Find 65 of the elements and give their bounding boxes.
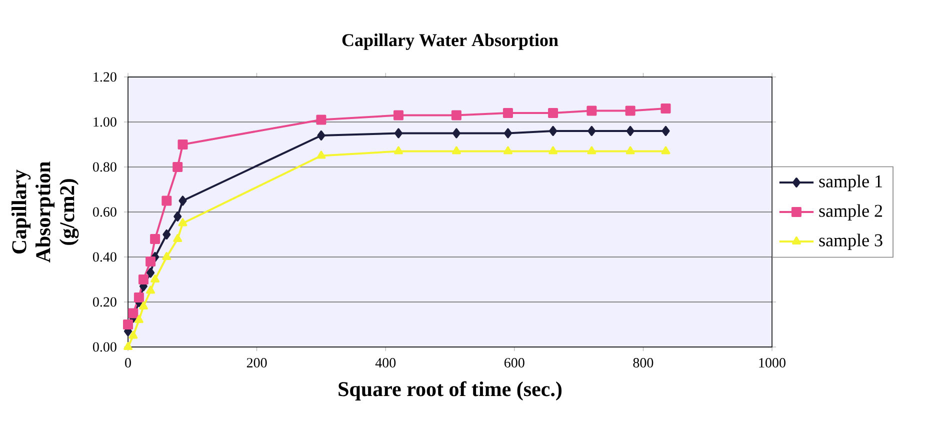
point xyxy=(626,146,635,154)
point xyxy=(394,146,403,154)
legend-label: sample 1 xyxy=(819,174,882,192)
point xyxy=(178,196,187,206)
y-tick-label: 0.00 xyxy=(92,342,116,352)
point xyxy=(134,314,144,323)
point xyxy=(548,146,558,154)
point xyxy=(317,130,326,140)
y-tick-label: 0.20 xyxy=(92,297,116,307)
point xyxy=(162,252,172,260)
point xyxy=(150,274,160,282)
x-tick-label: 200 xyxy=(246,358,267,368)
chart-title: Capillary Water Absorption xyxy=(342,34,558,50)
point xyxy=(452,128,460,138)
point xyxy=(139,301,148,310)
point xyxy=(174,211,182,222)
point xyxy=(393,110,404,120)
point xyxy=(138,274,148,284)
point xyxy=(502,108,513,118)
point xyxy=(146,268,155,278)
x-tick-label: 400 xyxy=(375,358,396,368)
point xyxy=(173,234,182,242)
point xyxy=(586,106,597,116)
point xyxy=(150,234,160,244)
point xyxy=(549,126,558,136)
point xyxy=(625,106,636,116)
point xyxy=(660,103,671,114)
x-tick-label: 1000 xyxy=(759,358,786,368)
point xyxy=(588,126,596,136)
point xyxy=(394,128,402,138)
x-tick-label: 600 xyxy=(504,358,524,368)
point xyxy=(162,229,171,240)
point xyxy=(661,146,670,154)
point xyxy=(316,114,326,125)
point xyxy=(178,218,188,226)
x-axis-title: Square root of time (sec.) xyxy=(338,381,562,400)
point xyxy=(452,146,461,154)
point xyxy=(172,162,183,172)
y-tick-label: 1.00 xyxy=(94,117,116,127)
point xyxy=(128,308,138,318)
y-tick-label: 0.80 xyxy=(92,162,116,172)
y-tick-label: 0.60 xyxy=(92,207,116,217)
point xyxy=(626,126,634,136)
point xyxy=(124,342,132,350)
y-tick-label: 0.40 xyxy=(92,252,116,262)
legend-label: sample 2 xyxy=(819,204,882,221)
y-tick-label: 1.20 xyxy=(94,72,116,82)
point xyxy=(146,286,156,294)
point xyxy=(146,256,156,266)
x-tick-label: 0 xyxy=(125,358,131,368)
point xyxy=(587,146,596,154)
point xyxy=(504,128,512,138)
x-tick-label: 800 xyxy=(633,358,654,368)
point xyxy=(504,146,512,154)
point xyxy=(662,126,670,136)
point xyxy=(128,330,138,339)
legend-label: sample 3 xyxy=(819,234,882,250)
point xyxy=(316,150,326,159)
y-axis-title: Capillary Absorption (g/cm2) xyxy=(12,162,79,263)
point xyxy=(178,139,188,150)
point xyxy=(123,319,134,330)
point xyxy=(134,292,144,302)
point xyxy=(162,196,172,206)
point xyxy=(548,108,558,118)
point xyxy=(451,110,462,120)
